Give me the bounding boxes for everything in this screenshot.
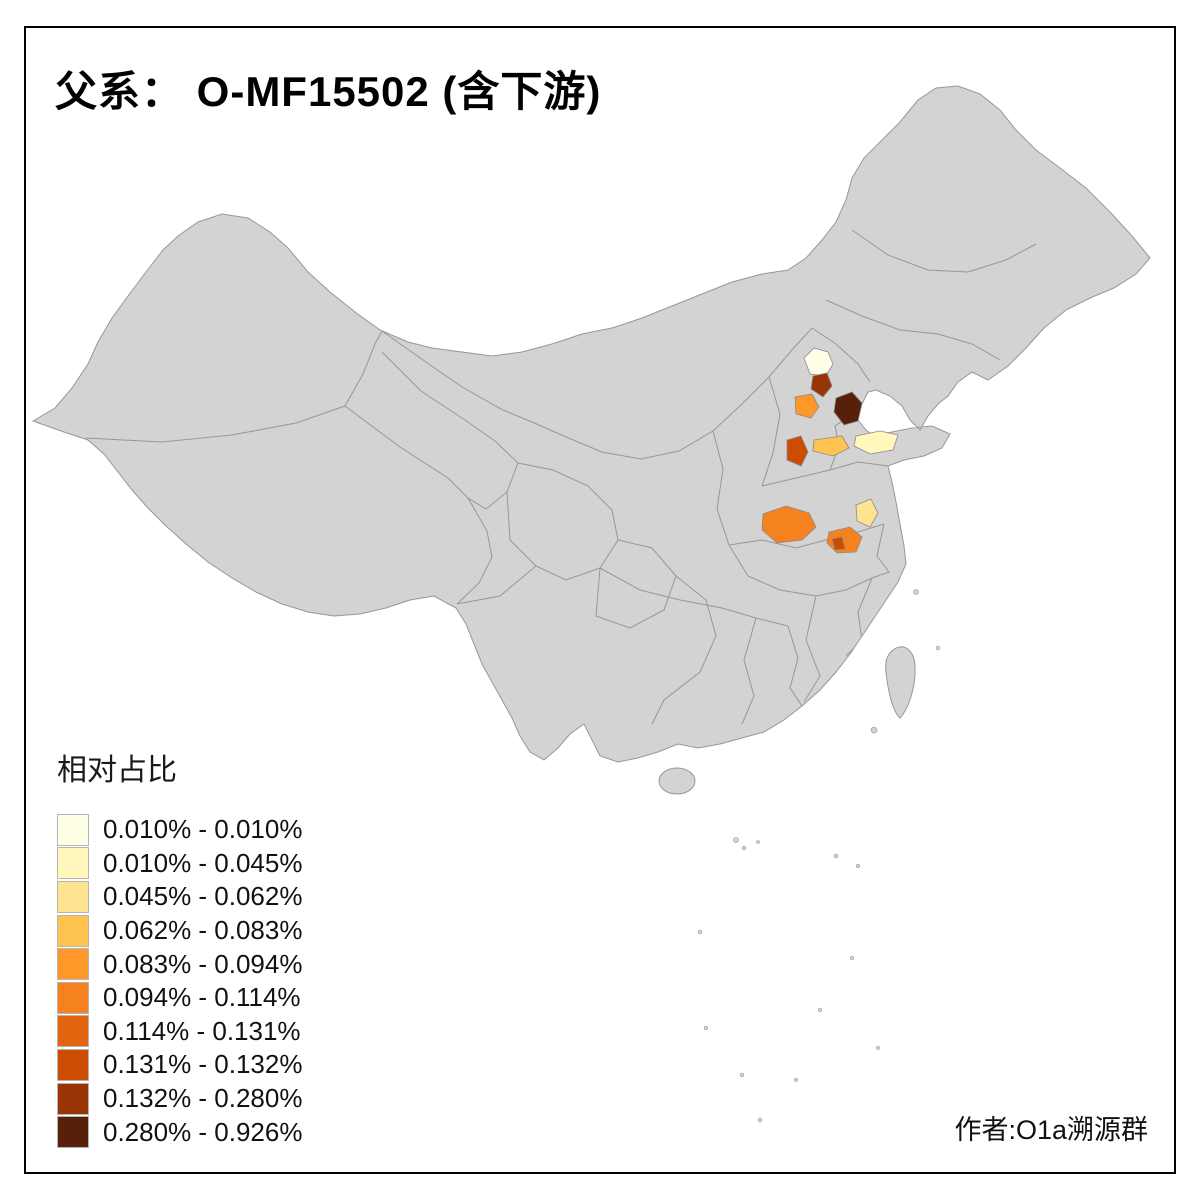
legend-swatch — [57, 1082, 89, 1115]
legend-item-7: 0.131% - 0.132% — [57, 1048, 302, 1082]
legend-item-8: 0.132% - 0.280% — [57, 1082, 302, 1116]
legend-swatch — [57, 948, 89, 981]
map-region-r7 — [786, 435, 809, 467]
legend-item-9: 0.280% - 0.926% — [57, 1115, 302, 1149]
legend-label: 0.062% - 0.083% — [103, 915, 303, 946]
legend-label: 0.094% - 0.114% — [103, 982, 301, 1013]
legend-label: 0.131% - 0.132% — [103, 1049, 303, 1080]
legend-swatch — [57, 914, 89, 947]
legend-item-1: 0.010% - 0.045% — [57, 847, 302, 881]
map-region-r4 — [833, 391, 863, 426]
map-region-r8 — [855, 498, 879, 528]
hainan-island — [658, 767, 696, 795]
map-region-r5 — [853, 430, 899, 455]
map-region-r9 — [761, 505, 817, 544]
legend-swatch — [57, 1015, 89, 1048]
legend-label: 0.010% - 0.010% — [103, 814, 303, 845]
legend-swatch — [57, 1116, 89, 1149]
legend-item-2: 0.045% - 0.062% — [57, 880, 302, 914]
legend-label: 0.114% - 0.131% — [103, 1015, 301, 1046]
map-region-r11 — [831, 536, 846, 551]
page-title: 父系： O-MF15502 (含下游) — [55, 68, 602, 115]
map-region-r6 — [812, 435, 850, 457]
legend-swatch — [57, 981, 89, 1014]
legend-swatch — [57, 1048, 89, 1081]
legend-item-6: 0.114% - 0.131% — [57, 1015, 302, 1049]
legend-item-0: 0.010% - 0.010% — [57, 813, 302, 847]
legend-item-5: 0.094% - 0.114% — [57, 981, 302, 1015]
highlighted-regions — [761, 347, 899, 554]
legend-label: 0.045% - 0.062% — [103, 881, 303, 912]
legend: 相对占比 0.010% - 0.010% 0.010% - 0.045% 0.045… — [57, 745, 302, 1149]
map-region-r3 — [794, 393, 820, 419]
province-borders — [85, 229, 1037, 725]
legend-label: 0.010% - 0.045% — [103, 847, 303, 878]
legend-label: 0.132% - 0.280% — [103, 1083, 303, 1114]
taiwan-island — [885, 646, 916, 719]
legend-item-4: 0.083% - 0.094% — [57, 947, 302, 981]
author-credit: 作者:O1a溯源群 — [954, 1115, 1148, 1145]
mainland-landmass — [31, 85, 1151, 763]
legend-label: 0.280% - 0.926% — [103, 1116, 303, 1147]
legend-swatch — [57, 880, 89, 913]
map-region-r1 — [803, 347, 834, 377]
legend-title: 相对占比 — [57, 754, 177, 787]
legend-swatch — [57, 813, 89, 846]
legend-label: 0.083% - 0.094% — [103, 948, 303, 979]
legend-swatch — [57, 847, 89, 880]
legend-items: 0.010% - 0.010% 0.010% - 0.045% 0.045% - 0… — [57, 813, 302, 1149]
legend-item-3: 0.062% - 0.083% — [57, 914, 302, 948]
south-china-sea-islands — [697, 589, 941, 1123]
map-region-r2 — [810, 372, 833, 398]
